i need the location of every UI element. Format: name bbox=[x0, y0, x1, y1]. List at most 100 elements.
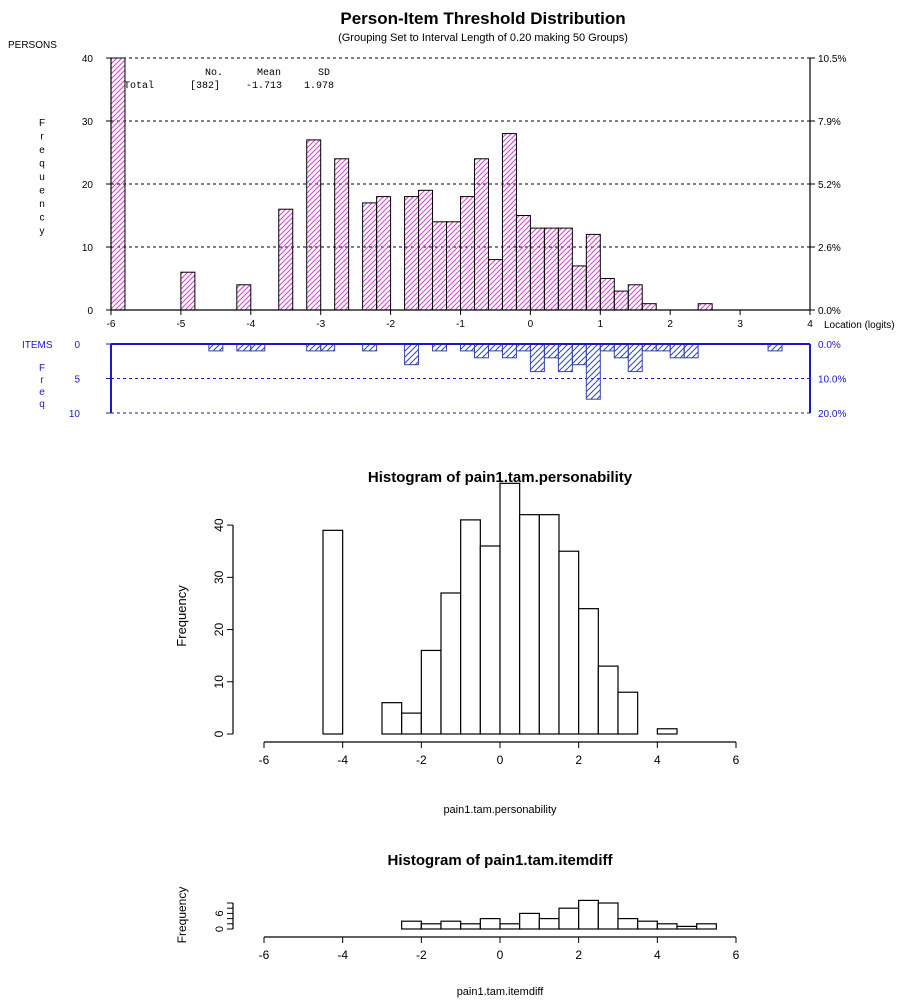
person-bar bbox=[278, 208, 294, 311]
pct-tick-label: 7.9% bbox=[818, 117, 841, 128]
hist-bar bbox=[656, 728, 678, 735]
chart1-ylabel: Frequency bbox=[39, 118, 45, 237]
itemdiff-histogram: Histogram of pain1.tam.itemdiff -6 -4 -2 0 2… bbox=[175, 852, 740, 998]
person-bar bbox=[501, 133, 517, 311]
items-y-tick-label: 0 bbox=[74, 340, 80, 351]
x-tick-label: -2 bbox=[386, 319, 395, 330]
item-bar bbox=[320, 343, 336, 352]
chart3-title: Histogram of pain1.tam.itemdiff bbox=[387, 852, 613, 869]
summary-table: No. Mean SD Total [382] -1.713 1.978 bbox=[124, 68, 334, 92]
hist-bar bbox=[558, 907, 580, 930]
item-bar bbox=[571, 343, 587, 366]
item-bar bbox=[208, 343, 224, 352]
y-tick-label: 20 bbox=[212, 623, 226, 637]
x-tick-label: 0 bbox=[497, 753, 504, 767]
ylabel-letter: r bbox=[40, 132, 44, 143]
items-pct-label: 0.0% bbox=[818, 340, 841, 351]
person-bar bbox=[460, 196, 475, 311]
x-tick-label: 3 bbox=[737, 319, 743, 330]
item-bar bbox=[655, 343, 671, 352]
chart3-axes: -6 -4 -2 0 2 4 6 0 6 bbox=[214, 902, 740, 962]
y-tick-label: 0 bbox=[214, 926, 226, 932]
items-y-tick-label: 5 bbox=[74, 375, 80, 386]
person-bar bbox=[627, 284, 643, 311]
person-bar bbox=[613, 290, 629, 311]
summary-header-no: No. bbox=[205, 68, 223, 79]
x-tick-label: 1 bbox=[598, 319, 604, 330]
hist-bar bbox=[322, 529, 344, 735]
hist-bar bbox=[479, 545, 501, 735]
item-bar bbox=[767, 343, 783, 352]
hist-bar bbox=[460, 519, 481, 735]
person-bar bbox=[404, 196, 420, 311]
hist-bar bbox=[460, 923, 481, 930]
x-tick-label: 2 bbox=[575, 948, 582, 962]
chart3-xlabel: pain1.tam.itemdiff bbox=[457, 986, 545, 998]
hist-bar bbox=[381, 702, 403, 735]
items-label: ITEMS bbox=[22, 340, 53, 351]
chart1-subtitle: (Grouping Set to Interval Length of 0.20… bbox=[338, 32, 628, 44]
item-bar bbox=[501, 343, 517, 359]
x-tick-label: 4 bbox=[807, 319, 813, 330]
y-tick-label: 0 bbox=[87, 306, 93, 317]
item-bar bbox=[585, 343, 601, 400]
y-tick-label: 40 bbox=[212, 518, 226, 532]
x-tick-label: -6 bbox=[259, 948, 270, 962]
chart3-ylabel: Frequency bbox=[175, 887, 189, 944]
hist-bar bbox=[519, 514, 540, 735]
hist-bar bbox=[401, 920, 422, 930]
hist-bar bbox=[440, 920, 462, 930]
item-bar bbox=[669, 343, 685, 359]
chart2-ylabel: Frequency bbox=[174, 585, 189, 647]
item-bar bbox=[306, 343, 322, 352]
person-bar bbox=[557, 227, 573, 311]
personability-bars bbox=[322, 482, 678, 735]
chart1-axes: 0 0.0%10 2.6%20 5.2%30 7.9%40 10.5%-6 -5 -4 -3 -2… bbox=[82, 54, 847, 330]
item-bar bbox=[557, 343, 573, 373]
hist-bar bbox=[637, 920, 658, 930]
pct-tick-label: 0.0% bbox=[818, 306, 841, 317]
hist-bar bbox=[420, 649, 442, 735]
hist-bar bbox=[617, 691, 639, 735]
ylabel-letter: F bbox=[39, 118, 45, 129]
summary-header-sd: SD bbox=[318, 68, 330, 79]
item-bar bbox=[473, 343, 489, 359]
items-ylabel-letter: r bbox=[40, 375, 44, 386]
pct-tick-label: 2.6% bbox=[818, 243, 841, 254]
x-tick-label: -2 bbox=[416, 753, 427, 767]
items-axes: 0 0.0% 5 10.0% 10 20.0% bbox=[69, 340, 847, 420]
pct-tick-label: 5.2% bbox=[818, 180, 841, 191]
x-tick-label: -6 bbox=[259, 753, 270, 767]
item-bar bbox=[515, 343, 531, 352]
persons-label: PERSONS bbox=[8, 40, 57, 51]
hist-bar bbox=[676, 925, 698, 930]
hist-bar bbox=[656, 923, 678, 930]
x-tick-label: -1 bbox=[456, 319, 465, 330]
ylabel-letter: u bbox=[39, 172, 45, 183]
chart1-title: Person-Item Threshold Distribution bbox=[340, 9, 625, 28]
y-tick-label: 30 bbox=[212, 570, 226, 584]
x-tick-label: -4 bbox=[337, 753, 348, 767]
hist-bar bbox=[401, 712, 422, 735]
pct-tick-label: 10.5% bbox=[818, 54, 846, 65]
person-bar bbox=[585, 233, 601, 311]
person-bar bbox=[697, 303, 713, 311]
ylabel-letter: e bbox=[39, 186, 45, 197]
summary-sd: 1.978 bbox=[304, 81, 334, 92]
hist-bar bbox=[558, 550, 580, 735]
item-bar bbox=[529, 343, 545, 373]
items-ylabel-letter: F bbox=[39, 363, 45, 374]
hist-bar bbox=[440, 592, 462, 735]
ylabel-letter: e bbox=[39, 145, 45, 156]
items-gridlines bbox=[111, 378, 810, 414]
item-bar bbox=[627, 343, 643, 373]
person-bar bbox=[515, 215, 531, 311]
x-tick-label: -2 bbox=[416, 948, 427, 962]
person-bar bbox=[306, 139, 322, 311]
item-bar bbox=[362, 343, 378, 352]
items-y-tick-label: 10 bbox=[69, 409, 81, 420]
x-tick-label: 2 bbox=[575, 753, 582, 767]
x-tick-label: 0 bbox=[497, 948, 504, 962]
hist-bar bbox=[696, 923, 717, 930]
